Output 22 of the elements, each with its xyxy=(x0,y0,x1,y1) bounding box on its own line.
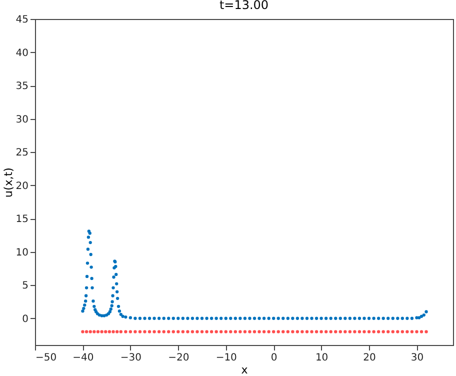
x-tick-label: −20 xyxy=(168,352,190,364)
chart-title: t=13.00 xyxy=(219,0,269,12)
x-tick-label: 20 xyxy=(363,352,376,364)
y-tick-label: 30 xyxy=(16,114,28,126)
x-tick-label: 0 xyxy=(270,352,278,364)
x-tick-label: 30 xyxy=(410,352,424,364)
y-tick-label: 45 xyxy=(16,14,28,26)
x-tick-label: −40 xyxy=(72,352,94,364)
y-tick-label: 15 xyxy=(16,214,28,226)
x-tick-label: −30 xyxy=(120,352,142,364)
y-tick-label: 25 xyxy=(16,148,28,159)
y-tick-label: 5 xyxy=(22,280,28,292)
x-axis-title: x xyxy=(241,364,248,376)
y-tick-label: 0 xyxy=(22,314,28,325)
x-tick-label: 10 xyxy=(315,352,328,364)
x-tick-label: −50 xyxy=(36,352,57,364)
y-tick-label: 20 xyxy=(16,180,28,192)
y-tick-label: 40 xyxy=(16,48,28,59)
y-tick-label: 35 xyxy=(16,81,28,92)
y-tick-label: 10 xyxy=(16,247,28,258)
x-tick-label: −10 xyxy=(216,352,237,364)
y-axis-title: u(x,t) xyxy=(2,168,15,198)
